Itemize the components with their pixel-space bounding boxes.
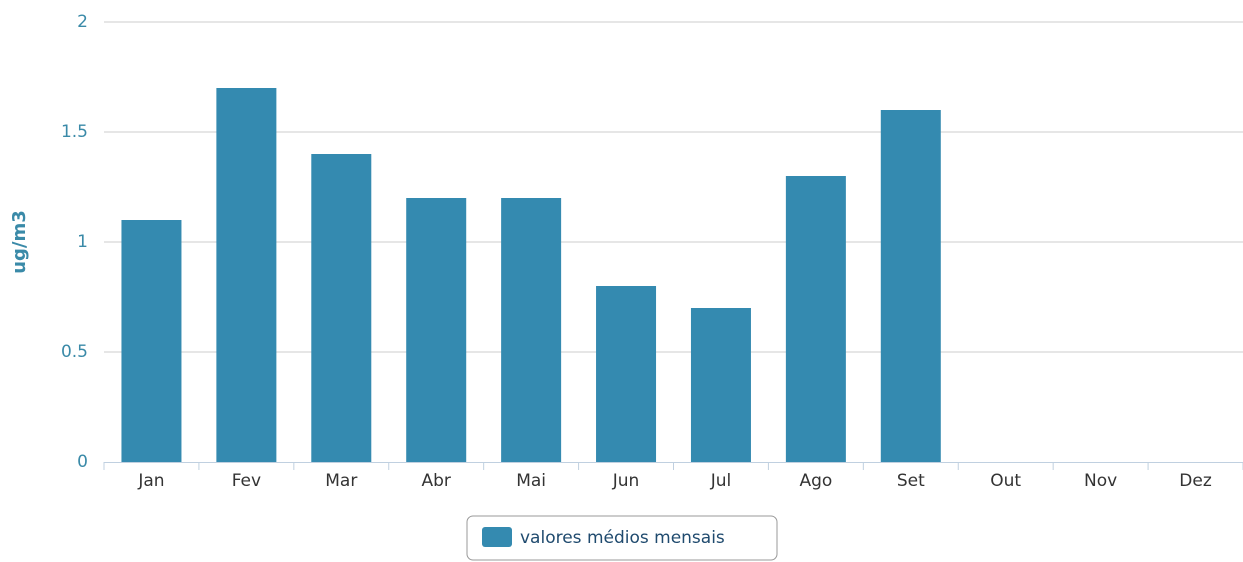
x-tick-label: Mar [325, 471, 357, 491]
y-tick-label: 0.5 [61, 342, 88, 362]
bar [311, 154, 372, 462]
bar [690, 308, 751, 462]
legend-swatch [482, 527, 512, 547]
x-tick-label: Nov [1084, 471, 1117, 491]
x-tick-label: Set [897, 471, 925, 491]
x-tick-label: Jan [137, 471, 164, 491]
bar [596, 286, 657, 462]
bar [406, 198, 467, 462]
bar [121, 220, 182, 462]
y-tick-label: 1.5 [61, 122, 88, 142]
legend-box [466, 515, 778, 561]
bar [501, 198, 562, 462]
bar [785, 176, 846, 462]
x-tick-label: Jul [710, 471, 732, 491]
bar [216, 88, 277, 462]
x-tick-label: Out [990, 471, 1021, 491]
x-tick-label: Mai [516, 471, 546, 491]
x-tick-label: Ago [799, 471, 832, 491]
x-tick-label: Abr [421, 471, 450, 491]
y-tick-label: 2 [77, 12, 88, 32]
legend-label: valores médios mensais [520, 528, 725, 548]
x-tick-label: Fev [232, 471, 261, 491]
bar [880, 110, 941, 462]
y-tick-label: 1 [77, 232, 88, 252]
x-tick-label: Dez [1179, 471, 1212, 491]
y-tick-label: 0 [77, 452, 88, 472]
y-axis-label: ug/m3 [9, 210, 30, 274]
x-tick-label: Jun [612, 471, 640, 491]
